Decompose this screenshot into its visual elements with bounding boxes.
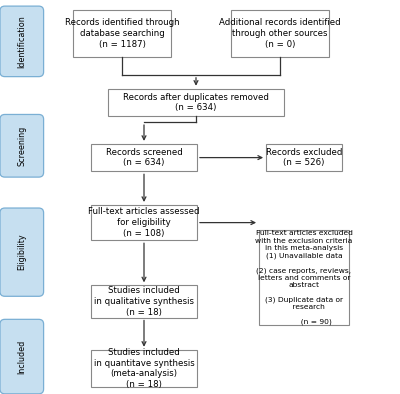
FancyBboxPatch shape bbox=[91, 205, 197, 240]
FancyBboxPatch shape bbox=[108, 89, 284, 116]
FancyBboxPatch shape bbox=[0, 319, 44, 394]
Text: Included: Included bbox=[17, 340, 26, 374]
FancyBboxPatch shape bbox=[231, 10, 329, 57]
FancyBboxPatch shape bbox=[259, 230, 349, 325]
Text: Records identified through
database searching
(n = 1187): Records identified through database sear… bbox=[65, 18, 179, 49]
FancyBboxPatch shape bbox=[91, 144, 197, 171]
Text: Records excluded
(n = 526): Records excluded (n = 526) bbox=[266, 148, 342, 167]
FancyBboxPatch shape bbox=[0, 115, 44, 177]
Text: Screening: Screening bbox=[17, 126, 26, 166]
FancyBboxPatch shape bbox=[91, 285, 197, 318]
Text: Full-text articles assessed
for eligibility
(n = 108): Full-text articles assessed for eligibil… bbox=[88, 207, 200, 238]
Text: Additional records identified
through other sources
(n = 0): Additional records identified through ot… bbox=[219, 18, 341, 49]
FancyBboxPatch shape bbox=[0, 6, 44, 76]
Text: Eligibility: Eligibility bbox=[17, 234, 26, 270]
FancyBboxPatch shape bbox=[91, 350, 197, 387]
Text: Studies included
in qualitative synthesis
(n = 18): Studies included in qualitative synthesi… bbox=[94, 286, 194, 317]
Text: Identification: Identification bbox=[17, 15, 26, 68]
Text: Records after duplicates removed
(n = 634): Records after duplicates removed (n = 63… bbox=[123, 93, 269, 112]
Text: Records screened
(n = 634): Records screened (n = 634) bbox=[106, 148, 182, 167]
FancyBboxPatch shape bbox=[266, 144, 342, 171]
Text: Full-text articles excluded
with the exclusion criteria
in this meta-analysis
(1: Full-text articles excluded with the exc… bbox=[255, 230, 353, 325]
FancyBboxPatch shape bbox=[0, 208, 44, 296]
FancyBboxPatch shape bbox=[73, 10, 171, 57]
Text: Studies included
in quantitave synthesis
(meta-analysis)
(n = 18): Studies included in quantitave synthesis… bbox=[94, 348, 194, 389]
